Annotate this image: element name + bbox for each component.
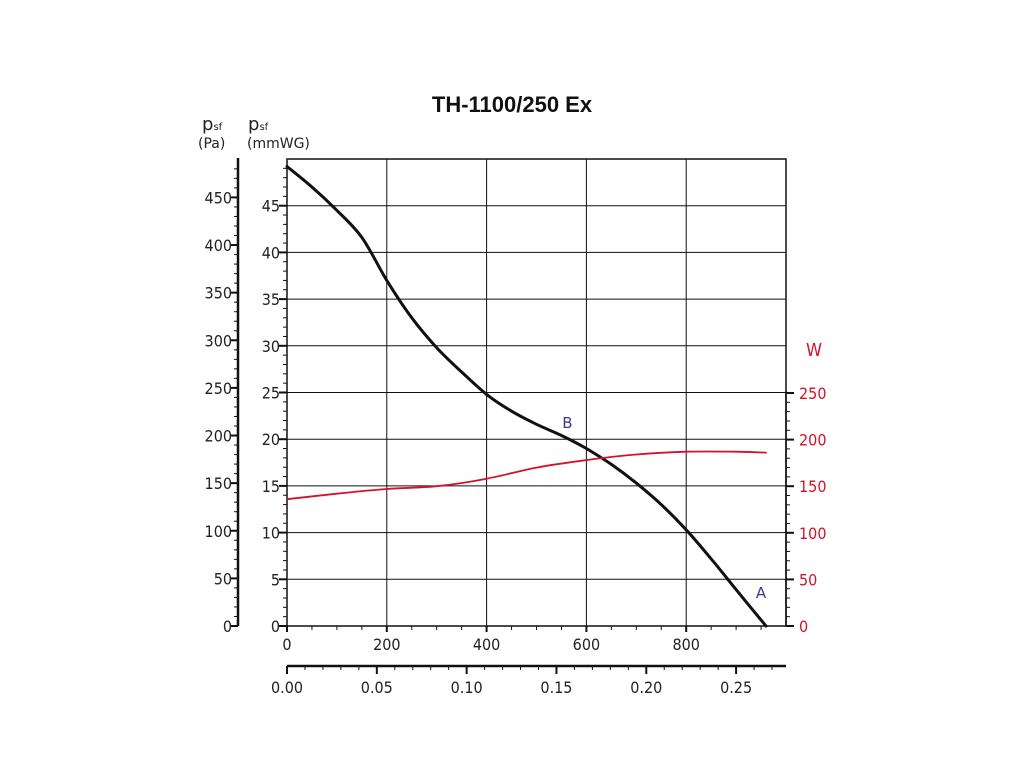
mmwg-tick-label: 35 xyxy=(262,290,280,309)
m3s-tick-label: 0.05 xyxy=(361,678,393,697)
m3s-tick-label: 0.15 xyxy=(540,678,572,697)
m3s-tick-label: 0.00 xyxy=(271,678,303,697)
mmwg-tick-label: 15 xyxy=(262,477,280,496)
w-tick-label: 100 xyxy=(799,524,826,543)
mmwg-tick-label: 0 xyxy=(271,617,280,636)
power-curve xyxy=(286,450,767,501)
grid xyxy=(286,158,787,627)
pa-tick-label: 150 xyxy=(205,474,232,493)
pa-tick-label: 250 xyxy=(205,379,232,398)
mmwg-tick-label: 30 xyxy=(262,337,280,356)
mmwg-tick-label: 45 xyxy=(262,197,280,216)
axes xyxy=(230,158,794,674)
w-tick-label: 150 xyxy=(799,477,826,496)
pa-axis-label: psf xyxy=(202,114,223,135)
m3h-tick-label: 0 xyxy=(282,635,291,654)
pa-tick-label: 0 xyxy=(223,617,232,636)
mmwg-tick-label: 5 xyxy=(271,570,280,589)
series xyxy=(285,165,768,628)
mmwg-tick-label: 40 xyxy=(262,243,280,262)
pressure-curve xyxy=(285,165,768,628)
pa-tick-label: 50 xyxy=(214,569,232,588)
pa-tick-label: 450 xyxy=(205,188,232,207)
w-tick-label: 250 xyxy=(799,384,826,403)
pa-tick-label: 300 xyxy=(205,331,232,350)
pa-tick-label: 100 xyxy=(205,522,232,541)
m3h-tick-label: 600 xyxy=(573,635,600,654)
w-axis-label: W xyxy=(806,340,822,361)
mmwg-tick-label: 20 xyxy=(262,430,280,449)
annotation-b: B xyxy=(562,414,572,432)
mmwg-axis-unit: (mmWG) xyxy=(247,136,310,152)
mmwg-tick-label: 25 xyxy=(262,384,280,403)
pa-tick-label: 200 xyxy=(205,427,232,446)
w-tick-label: 200 xyxy=(799,431,826,450)
m3h-tick-label: 400 xyxy=(473,635,500,654)
mmwg-axis-label: psf xyxy=(248,114,269,135)
m3s-tick-label: 0.20 xyxy=(630,678,662,697)
pa-axis-unit: (Pa) xyxy=(198,136,225,152)
pa-tick-label: 350 xyxy=(205,284,232,303)
m3s-tick-label: 0.25 xyxy=(720,678,752,697)
chart-title: TH-1100/250 Ex xyxy=(432,92,593,117)
annotation-a: A xyxy=(756,584,767,602)
w-tick-label: 50 xyxy=(799,570,817,589)
labels: 0501001502002503003504004500510152025303… xyxy=(198,114,826,697)
w-tick-label: 0 xyxy=(799,617,808,636)
m3s-tick-label: 0.10 xyxy=(451,678,483,697)
m3h-tick-label: 200 xyxy=(373,635,400,654)
mmwg-tick-label: 10 xyxy=(262,524,280,543)
pa-tick-label: 400 xyxy=(205,236,232,255)
m3h-tick-label: 800 xyxy=(672,635,699,654)
